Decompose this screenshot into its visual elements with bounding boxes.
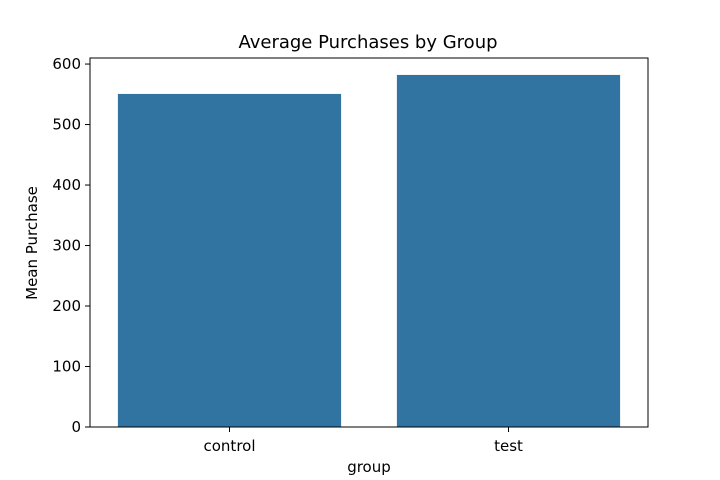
y-axis-ticks: 0 100 200 300 400 500 600 (52, 55, 90, 436)
bar-control (117, 93, 342, 427)
y-axis-label: Mean Purchase (23, 186, 41, 300)
y-tick-label: 400 (52, 176, 81, 194)
y-tick-label: 300 (52, 237, 81, 255)
plot-area-frame (89, 57, 649, 428)
bar-test (396, 74, 621, 427)
y-tick-label: 100 (52, 358, 81, 376)
x-axis-ticks: control test (204, 427, 523, 455)
x-tick-label: test (494, 437, 523, 455)
y-tick-label: 200 (52, 297, 81, 315)
y-tick-label: 0 (71, 418, 81, 436)
x-axis-label: group (347, 458, 391, 476)
bars-group (117, 74, 621, 427)
y-tick-label: 600 (52, 55, 81, 73)
chart-title: Average Purchases by Group (238, 32, 497, 53)
x-tick-label: control (204, 437, 256, 455)
y-tick-label: 500 (52, 116, 81, 134)
